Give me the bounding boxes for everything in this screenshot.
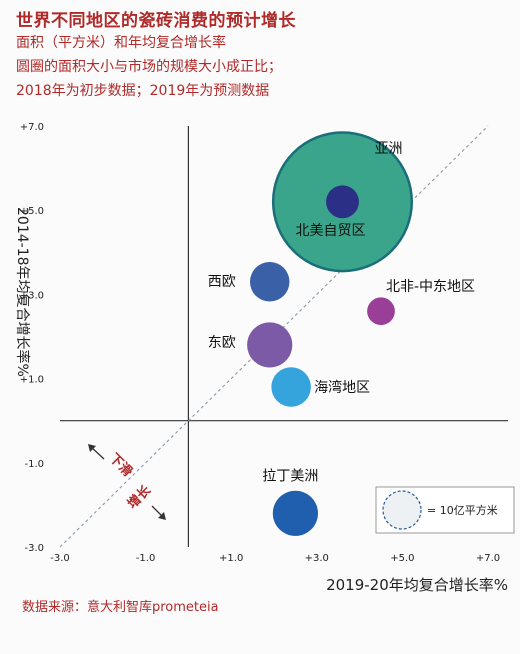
data-source: 数据来源：意大利智库prometeia: [22, 600, 219, 615]
subtitle-line-2: 圆圈的面积大小与市场的规模大小成正比；: [16, 59, 282, 75]
annotation-growth: 增长: [124, 482, 154, 512]
bubble-label: 东欧: [208, 335, 236, 351]
bubbles: [247, 131, 414, 536]
bubble: [247, 322, 293, 368]
x-tick-label: -1.0: [136, 553, 156, 564]
bubble: [272, 490, 318, 536]
x-tick-label: +1.0: [219, 553, 243, 564]
chart-title: 世界不同地区的瓷砖消费的预计增长: [16, 11, 296, 31]
bubble-label: 海湾地区: [314, 379, 370, 396]
x-tick-label: -3.0: [50, 553, 70, 564]
subtitle-line-3: 2018年为初步数据；2019年为预测数据: [16, 83, 270, 99]
bubble: [326, 185, 359, 219]
arrowhead-icon: [88, 444, 96, 452]
axes: [60, 126, 508, 547]
x-tick-label: +7.0: [476, 553, 500, 564]
y-tick-label: -3.0: [24, 543, 44, 554]
bubble-label: 北美自贸区: [295, 223, 365, 239]
bubble: [249, 262, 290, 302]
y-tick-label: +1.0: [20, 375, 44, 386]
tick-labels: -3.0 -1.0 +1.0 +3.0 +5.0 +7.0 +7.0 +5.0 +3.0 +1.0…: [20, 122, 500, 564]
y-tick-label: -1.0: [24, 459, 44, 470]
x-tick-label: +5.0: [390, 553, 414, 564]
bubble-label: 亚洲: [374, 141, 402, 157]
subtitle-line-1: 面积（平方米）和年均复合增长率: [16, 35, 226, 51]
legend-circle: [382, 490, 422, 530]
legend-label: = 10亿平方米: [427, 503, 498, 517]
bubble: [271, 367, 311, 407]
bubble-label: 北非-中东地区: [386, 279, 475, 295]
arrow-icons: [88, 444, 166, 520]
y-tick-label: +3.0: [20, 290, 44, 301]
chart-legend: = 10亿平方米: [375, 486, 515, 534]
x-tick-label: +3.0: [305, 553, 329, 564]
x-axis-label: 2019-20年均复合增长率%: [326, 576, 508, 594]
y-tick-label: +7.0: [20, 122, 44, 133]
bubble-label: 拉丁美洲: [262, 468, 318, 484]
y-tick-label: +5.0: [20, 206, 44, 217]
annotation-slow: 下滑: [106, 450, 136, 480]
arrowhead-icon: [158, 512, 166, 520]
bubble-label: 西欧: [208, 274, 236, 290]
bubble: [367, 297, 395, 326]
y-axis-label: 2014-18年均复合增长率%: [14, 207, 31, 377]
